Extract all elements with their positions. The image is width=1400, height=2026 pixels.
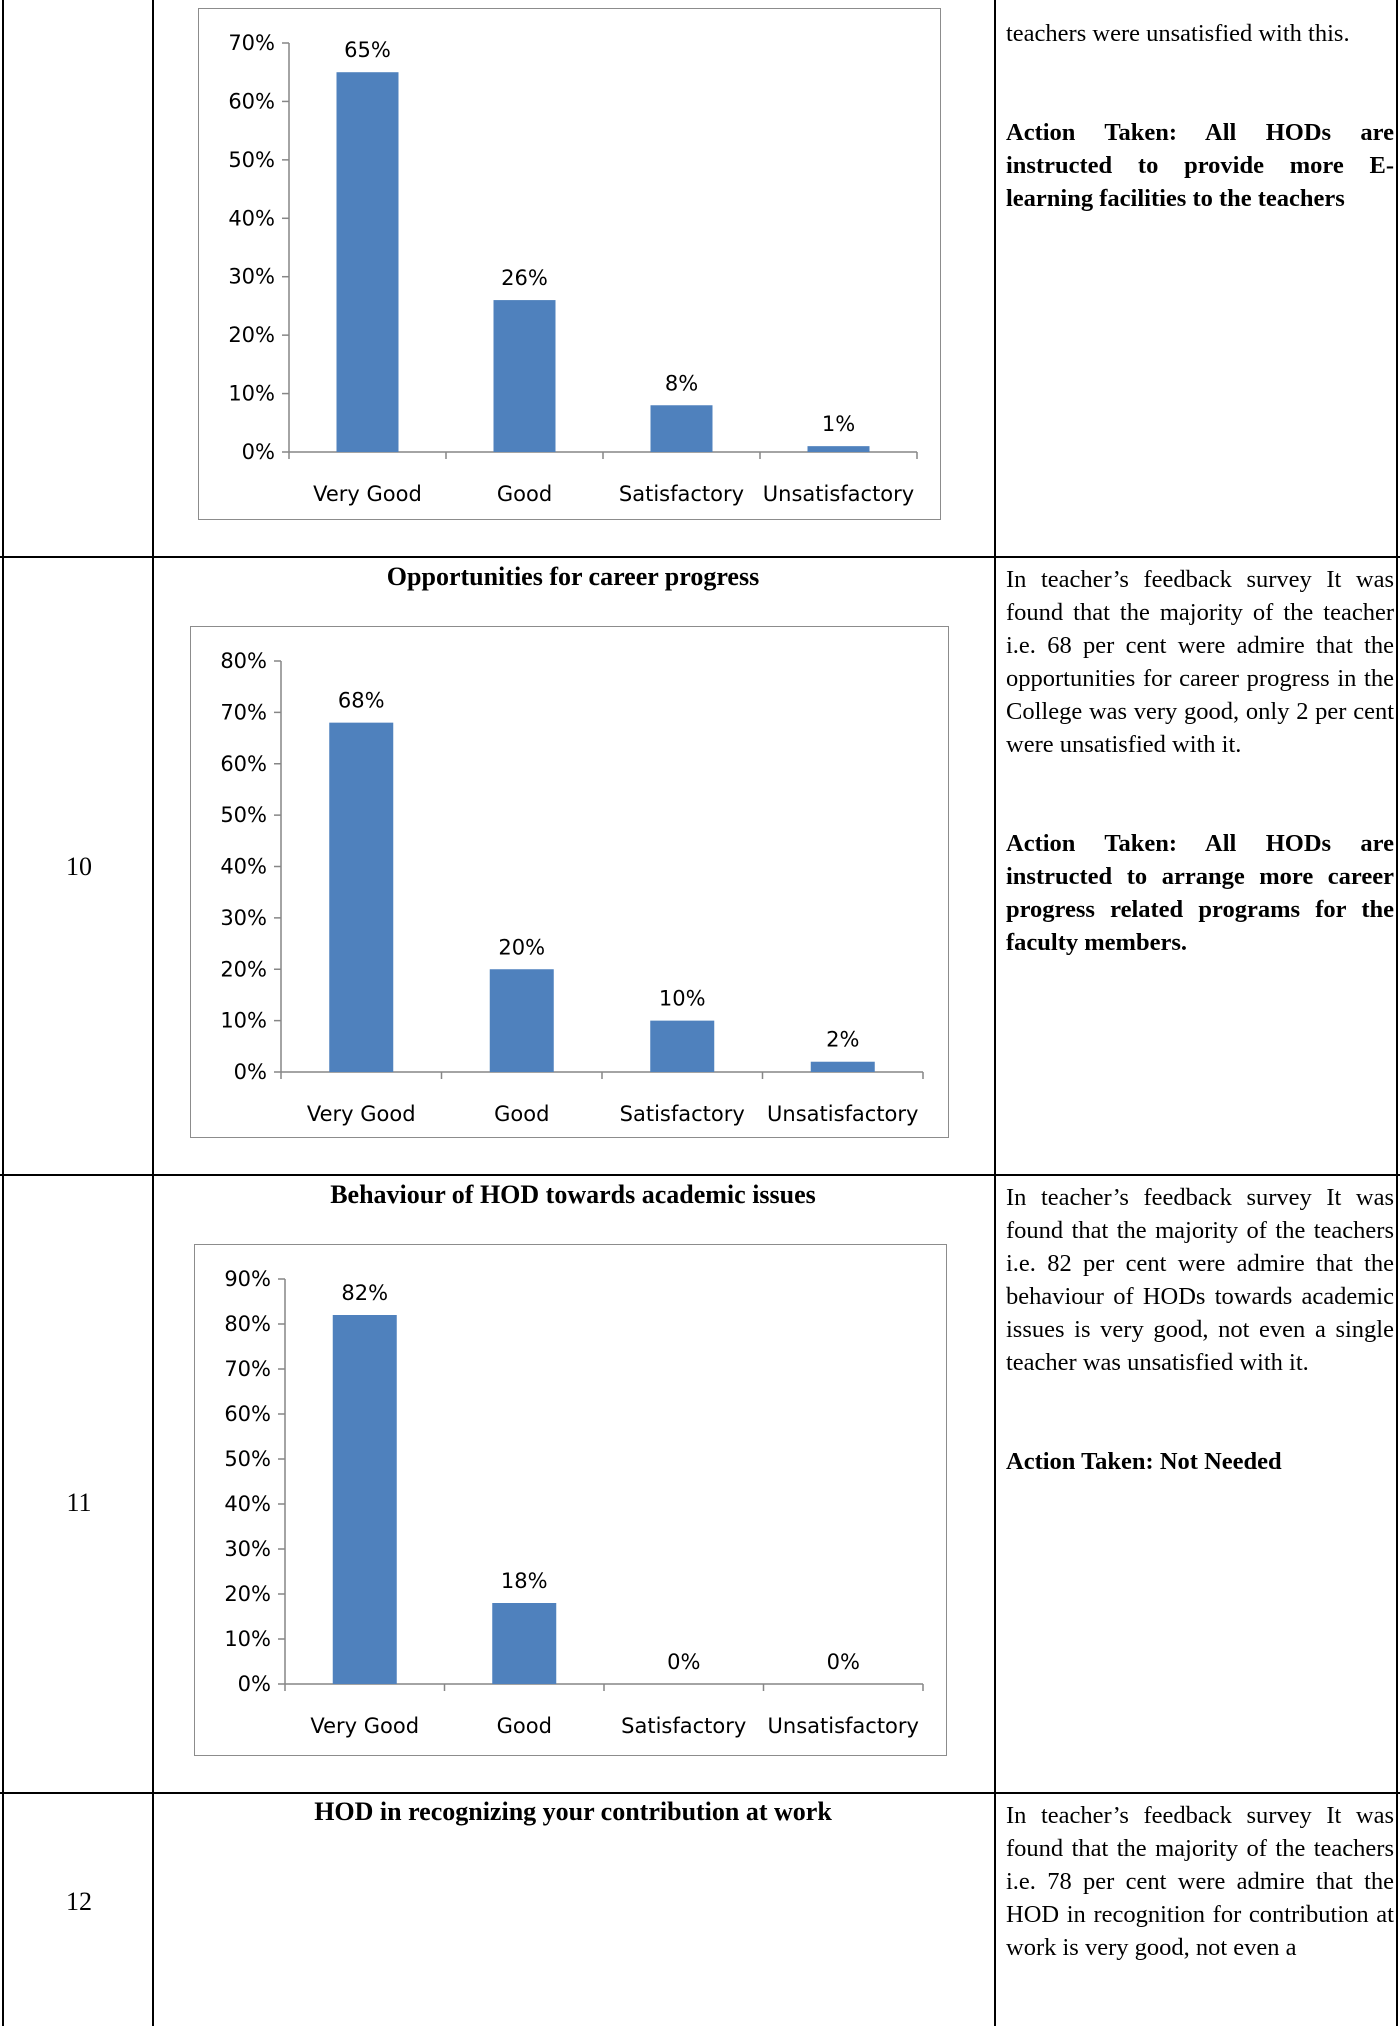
chart-title: HOD in recognizing your contribution at … bbox=[314, 1797, 832, 1826]
data-label: 68% bbox=[338, 689, 385, 713]
y-tick-label: 90% bbox=[224, 1267, 271, 1291]
table-row-divider bbox=[0, 1174, 1400, 1176]
table-border-right bbox=[1396, 0, 1398, 2026]
data-label: 82% bbox=[341, 1281, 388, 1305]
bar-chart-career-progress: 0% 10% 20% 30% 40% 50% 60% 70% 80% 68% Very Good 20… bbox=[190, 626, 949, 1138]
y-tick-label: 0% bbox=[234, 1060, 267, 1084]
category-label: Very Good bbox=[310, 1714, 419, 1738]
bar bbox=[493, 300, 556, 452]
y-tick-label: 50% bbox=[228, 148, 275, 172]
data-label: 65% bbox=[344, 38, 391, 62]
data-label: 8% bbox=[665, 371, 698, 395]
y-tick-label: 50% bbox=[224, 1447, 271, 1471]
row-description-cell: In teacher’s feedback survey It was foun… bbox=[1006, 563, 1394, 959]
category-label: Very Good bbox=[313, 482, 422, 506]
y-tick-label: 40% bbox=[220, 855, 267, 879]
row-number: 12 bbox=[66, 1887, 92, 1916]
y-tick-label: 80% bbox=[224, 1312, 271, 1336]
y-tick-label: 70% bbox=[228, 31, 275, 55]
chart-title: Behaviour of HOD towards academic issues bbox=[330, 1180, 816, 1209]
data-label: 10% bbox=[659, 987, 706, 1011]
bar bbox=[489, 969, 554, 1072]
action-taken: Action Taken: Not Needed bbox=[1006, 1448, 1282, 1475]
y-tick-label: 30% bbox=[228, 265, 275, 289]
bar-chart-e-learning: 0% 10% 20% 30% 40% 50% 60% 70% 65% Very Good 26% Go… bbox=[198, 8, 941, 520]
y-tick-label: 10% bbox=[228, 382, 275, 406]
row-description: In teacher’s feedback survey It was foun… bbox=[1006, 1802, 1394, 1961]
y-tick-label: 10% bbox=[220, 1009, 267, 1033]
bar bbox=[329, 722, 394, 1072]
category-label: Good bbox=[494, 1102, 549, 1126]
bar bbox=[492, 1603, 557, 1684]
chart-title: Opportunities for career progress bbox=[386, 562, 760, 591]
y-tick-label: 50% bbox=[220, 803, 267, 827]
data-label: 18% bbox=[501, 1569, 548, 1593]
data-label: 26% bbox=[501, 266, 548, 290]
y-tick-label: 30% bbox=[224, 1537, 271, 1561]
category-label: Unsatisfactory bbox=[768, 1714, 919, 1738]
y-tick-label: 20% bbox=[228, 323, 275, 347]
table-column-divider bbox=[152, 0, 154, 2026]
y-tick-label: 70% bbox=[220, 700, 267, 724]
y-tick-label: 60% bbox=[220, 752, 267, 776]
row-description-cell: teachers were unsatisfied with this. Act… bbox=[1006, 17, 1394, 215]
y-tick-label: 60% bbox=[224, 1402, 271, 1426]
table-border-left bbox=[2, 0, 4, 2026]
category-label: Satisfactory bbox=[619, 482, 744, 506]
table-row-divider bbox=[0, 1792, 1400, 1794]
row-number: 11 bbox=[66, 1488, 92, 1517]
table-column-divider bbox=[994, 0, 996, 2026]
table-row-divider bbox=[0, 556, 1400, 558]
y-tick-label: 40% bbox=[224, 1492, 271, 1516]
y-tick-label: 0% bbox=[242, 440, 275, 464]
action-taken: Action Taken: All HODs are instructed to… bbox=[1006, 119, 1394, 212]
category-label: Good bbox=[497, 482, 552, 506]
row-description-cell: In teacher’s feedback survey It was foun… bbox=[1006, 1181, 1394, 1478]
bar bbox=[810, 1061, 875, 1072]
data-label: 0% bbox=[667, 1650, 700, 1674]
bar bbox=[650, 1020, 715, 1072]
bar-chart-svg: 0% 10% 20% 30% 40% 50% 60% 70% 65% Very Good 26% Go… bbox=[228, 31, 918, 506]
bar-chart-svg: 0% 10% 20% 30% 40% 50% 60% 70% 80% 90% 82% Very Goo… bbox=[224, 1267, 924, 1738]
y-tick-label: 70% bbox=[224, 1357, 271, 1381]
row-description: In teacher’s feedback survey It was foun… bbox=[1006, 566, 1394, 758]
row-description: In teacher’s feedback survey It was foun… bbox=[1006, 1184, 1394, 1376]
category-label: Satisfactory bbox=[620, 1102, 745, 1126]
row-description-cell: In teacher’s feedback survey It was foun… bbox=[1006, 1799, 1394, 1964]
y-tick-label: 30% bbox=[220, 906, 267, 930]
y-tick-label: 0% bbox=[238, 1672, 271, 1696]
category-label: Satisfactory bbox=[621, 1714, 746, 1738]
data-label: 20% bbox=[498, 935, 545, 959]
action-taken: Action Taken: All HODs are instructed to… bbox=[1006, 830, 1394, 956]
bar bbox=[807, 446, 870, 452]
bar bbox=[336, 72, 399, 452]
data-label: 0% bbox=[827, 1650, 860, 1674]
y-tick-label: 80% bbox=[220, 649, 267, 673]
row-description: teachers were unsatisfied with this. bbox=[1006, 20, 1350, 47]
data-label: 2% bbox=[826, 1028, 859, 1052]
category-label: Unsatisfactory bbox=[767, 1102, 918, 1126]
y-tick-label: 20% bbox=[224, 1582, 271, 1606]
category-label: Good bbox=[497, 1714, 552, 1738]
bar bbox=[650, 405, 713, 452]
data-label: 1% bbox=[822, 412, 855, 436]
y-tick-label: 40% bbox=[228, 206, 275, 230]
y-tick-label: 20% bbox=[220, 957, 267, 981]
bar-chart-hod-behaviour: 0% 10% 20% 30% 40% 50% 60% 70% 80% 90% 82% Very Goo… bbox=[194, 1244, 947, 1756]
bar-chart-svg: 0% 10% 20% 30% 40% 50% 60% 70% 80% 68% Very Good 20… bbox=[220, 649, 924, 1126]
category-label: Very Good bbox=[307, 1102, 416, 1126]
y-tick-label: 60% bbox=[228, 89, 275, 113]
y-tick-label: 10% bbox=[224, 1627, 271, 1651]
category-label: Unsatisfactory bbox=[763, 482, 914, 506]
row-number: 10 bbox=[66, 852, 92, 881]
bar bbox=[332, 1315, 397, 1684]
